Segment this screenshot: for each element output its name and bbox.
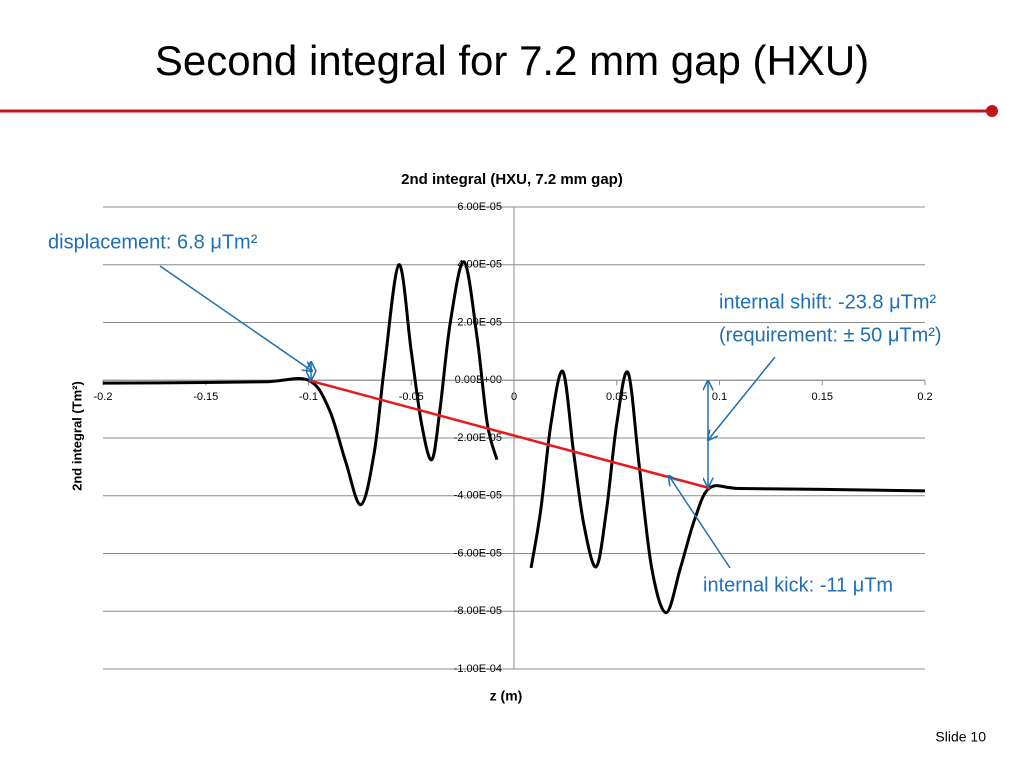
y-tick-label: 2.00E-05 <box>457 316 502 328</box>
y-tick-label: 4.00E-05 <box>457 259 502 271</box>
x-tick-label: 0 <box>511 391 517 403</box>
y-tick-label: -8.00E-05 <box>454 605 502 617</box>
slide-number: Slide 10 <box>935 729 986 745</box>
x-tick-label: -0.05 <box>399 391 424 403</box>
annotation: internal shift: -23.8 μTm² <box>719 291 936 313</box>
y-axis-label: 2nd integral (Tm²) <box>69 381 84 491</box>
annotation: internal kick: -11 μTm <box>703 574 893 596</box>
x-tick-label: 0.15 <box>812 391 833 403</box>
line-series <box>308 379 711 490</box>
annotation-arrows <box>159 265 776 569</box>
x-tick-label: -0.15 <box>193 391 218 403</box>
x-tick-label: 0.2 <box>917 391 932 403</box>
y-tick-label: -1.00E-04 <box>454 663 502 675</box>
x-axis-label: z (m) <box>490 688 523 704</box>
x-tick-label: -0.1 <box>299 391 318 403</box>
y-tick-label: -4.00E-05 <box>454 490 502 502</box>
x-tick-label: 0.05 <box>606 391 627 403</box>
annotation: displacement: 6.8 μTm² <box>48 231 258 253</box>
annotation: (requirement: ± 50 μTm²) <box>719 324 942 346</box>
y-tick-label: -6.00E-05 <box>454 547 502 559</box>
x-tick-label: 0.1 <box>712 391 727 403</box>
title-rule-dot <box>986 105 998 117</box>
y-tick-label: 6.00E-05 <box>457 201 502 213</box>
y-tick-label: -2.00E-05 <box>454 432 502 444</box>
x-tick-label: -0.2 <box>94 391 113 403</box>
chart-title: 2nd integral (HXU, 7.2 mm gap) <box>401 171 623 188</box>
plot-area: 6.00E-054.00E-052.00E-050.00E+00-2.00E-0… <box>94 201 933 675</box>
slide-title: Second integral for 7.2 mm gap (HXU) <box>155 37 869 84</box>
